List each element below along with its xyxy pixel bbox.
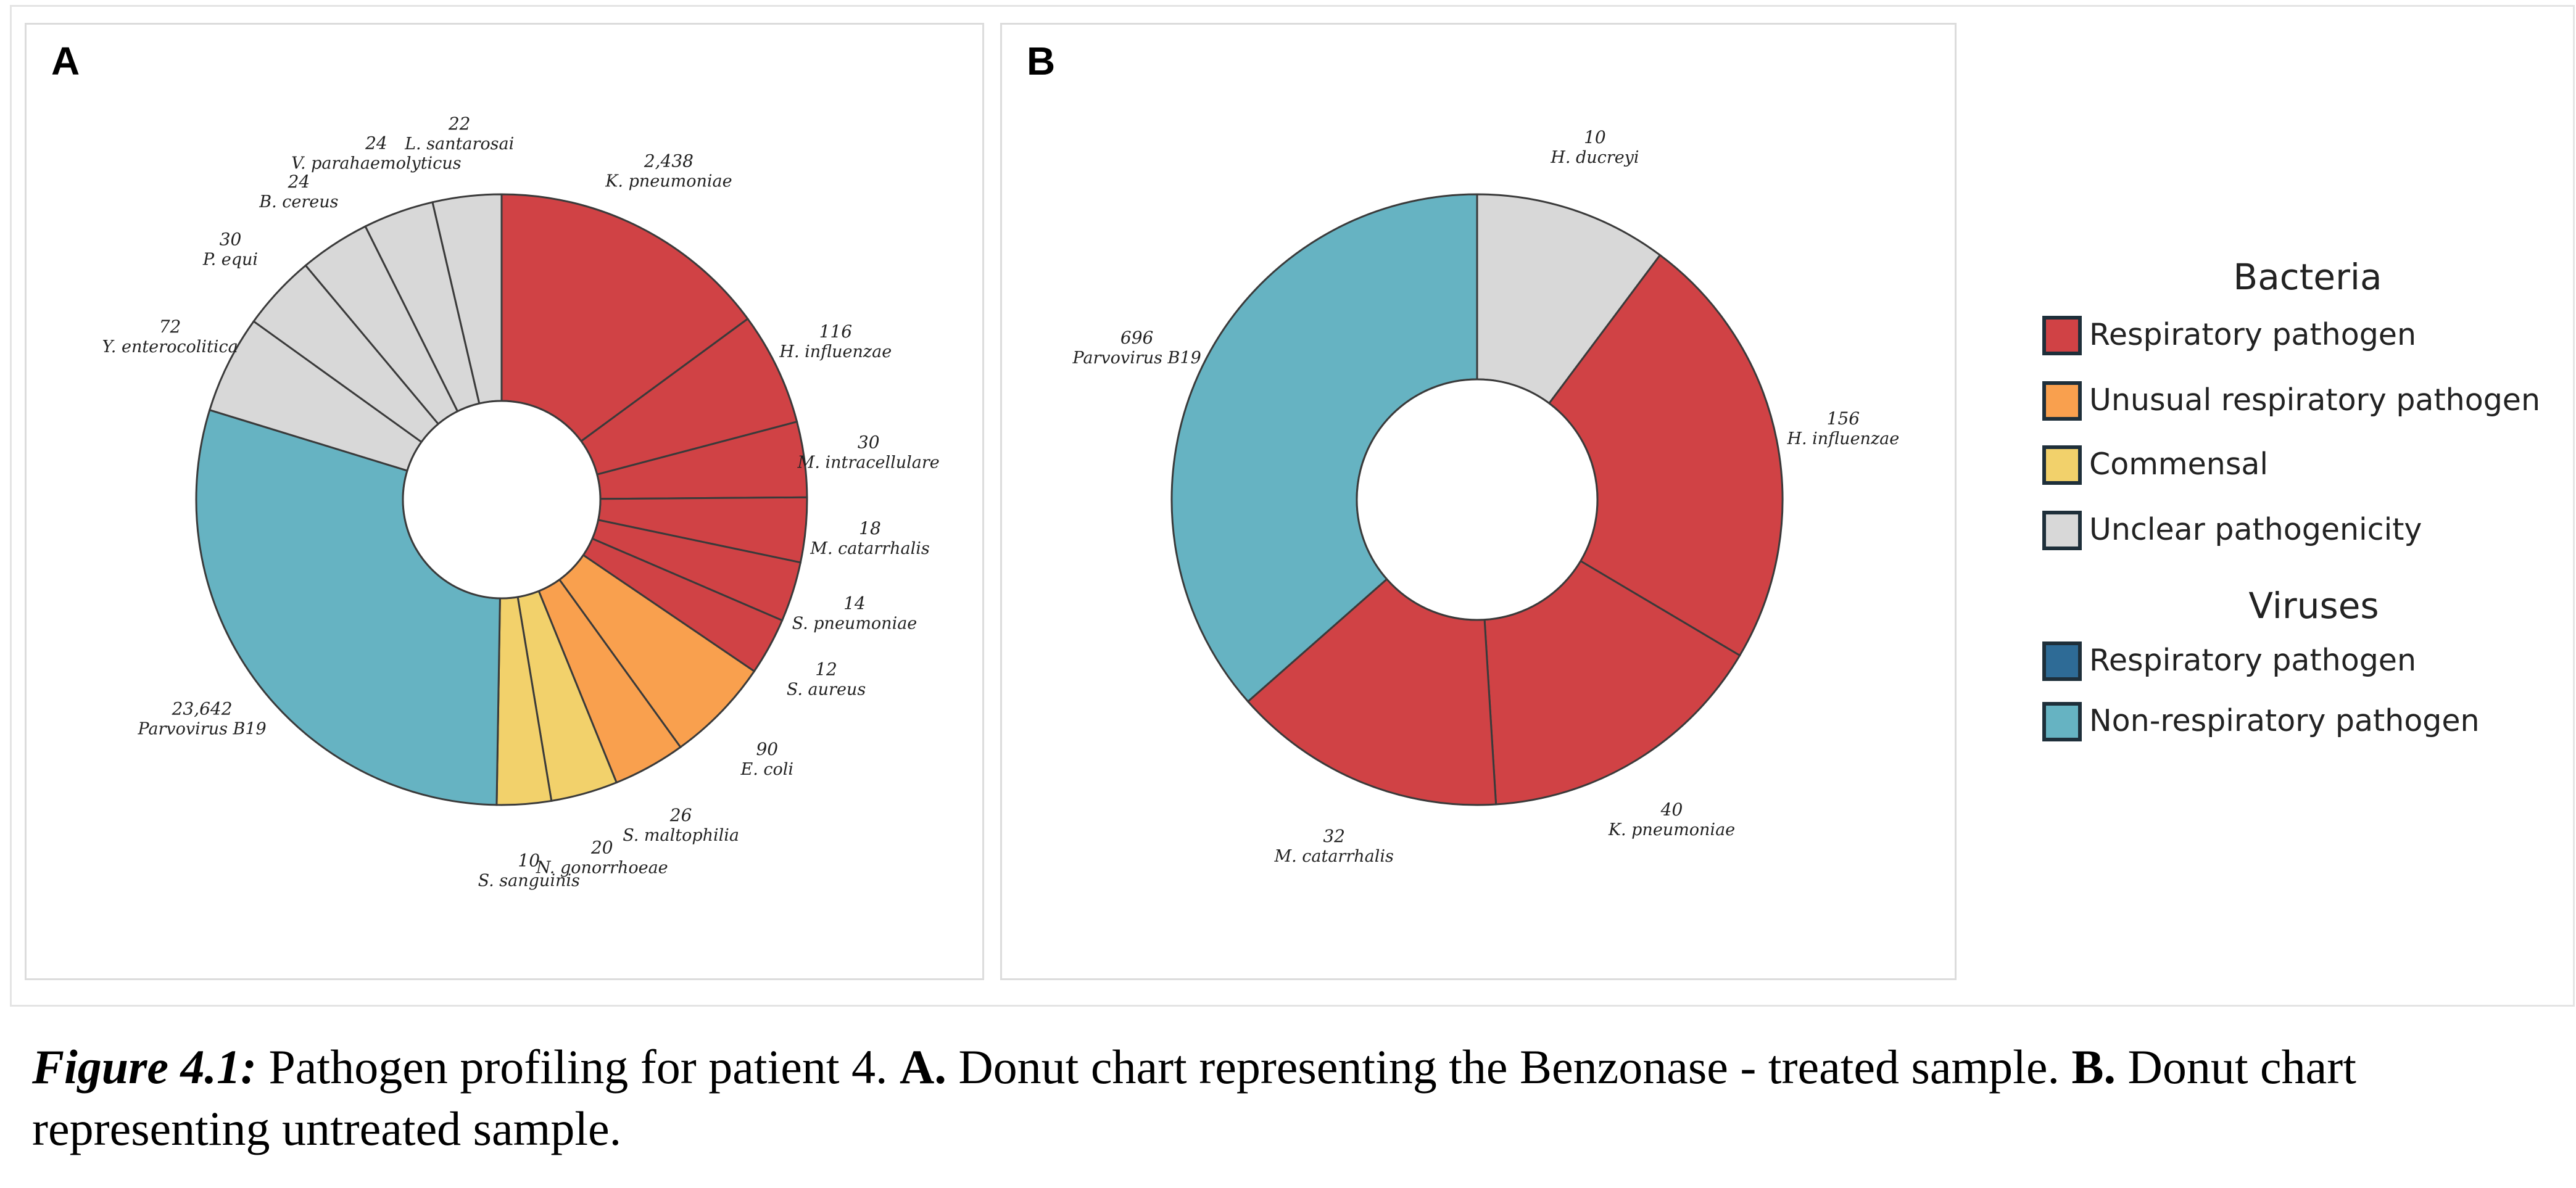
legend-label: Respiratory pathogen xyxy=(2089,643,2417,678)
legend-label: Unclear pathogenicity xyxy=(2089,512,2422,547)
slice-value-label: 10 xyxy=(1584,127,1606,147)
slice-value-label: 26 xyxy=(669,805,692,825)
legend-label: Non-respiratory pathogen xyxy=(2089,703,2480,738)
legend-bacteria-heading: Bacteria xyxy=(2233,256,2382,298)
slice-name-label: Parvovirus B19 xyxy=(137,720,266,739)
slice-name-label: P. equi xyxy=(202,250,258,270)
slice-name-label: N. gonorrhoeae xyxy=(536,858,668,877)
legend-viruses-heading: Viruses xyxy=(2248,585,2379,627)
legend-label: Unusual respiratory pathogen xyxy=(2089,382,2541,418)
slice-name-label: K. pneumoniae xyxy=(1608,820,1735,839)
caption-text: Pathogen profiling for patient 4. xyxy=(257,1040,900,1094)
slice-value-label: 30 xyxy=(858,432,880,453)
slice-value-label: 18 xyxy=(859,518,881,538)
slice-value-label: 24 xyxy=(365,133,387,153)
panel-b-letter: B xyxy=(1027,39,1056,83)
slice-name-label: S. pneumoniae xyxy=(792,614,917,633)
slice-name-label: M. catarrhalis xyxy=(810,539,929,558)
slice-value-label: 10 xyxy=(518,850,540,870)
slice-value-label: 696 xyxy=(1120,328,1153,348)
slice-name-label: V. parahaemolyticus xyxy=(291,154,461,173)
slice-name-label: B. cereus xyxy=(259,192,338,212)
slice-name-label: H. ducreyi xyxy=(1550,148,1639,167)
legend-label: Respiratory pathogen xyxy=(2089,317,2417,352)
slice-value-label: 14 xyxy=(843,593,866,613)
caption-panel-a-label: A. xyxy=(900,1040,946,1094)
slice-value-label: 24 xyxy=(288,171,310,192)
caption-panel-b-label: B. xyxy=(2071,1040,2116,1094)
slice-name-label: S. aureus xyxy=(787,680,866,699)
slice-value-label: 30 xyxy=(220,229,242,250)
donut-hole xyxy=(1356,378,1599,621)
slice-name-label: H. influenzae xyxy=(1786,429,1899,448)
slice-name-label: M. intracellulare xyxy=(797,453,940,472)
slice-name-label: Parvovirus B19 xyxy=(1072,349,1201,368)
slice-value-label: 23,642 xyxy=(172,699,233,719)
slice-value-label: 156 xyxy=(1827,408,1860,429)
slice-name-label: M. catarrhalis xyxy=(1274,847,1393,866)
legend-swatch xyxy=(2042,316,2082,355)
legend-label: Commensal xyxy=(2089,447,2269,482)
slice-value-label: 2,438 xyxy=(644,151,694,171)
slice-name-label: L. santarosai xyxy=(404,134,514,154)
panel-a: A 2,438 K. pneumoniae 116 H. influenzae 30 M.… xyxy=(25,23,984,980)
legend: Bacteria Respiratory pathogen Unusual re… xyxy=(2036,247,2567,777)
slice-value-label: 12 xyxy=(815,659,837,680)
slice-name-label: Y. enterocolitica xyxy=(102,337,238,357)
slice-name-label: H. influenzae xyxy=(779,342,892,361)
caption-figure-label: Figure 4.1: xyxy=(32,1040,257,1094)
slice-value-label: 40 xyxy=(1660,799,1683,820)
slice-value-label: 72 xyxy=(159,316,181,337)
slice-name-label: E. coli xyxy=(740,760,794,779)
slice-value-label: 116 xyxy=(819,321,852,342)
slice-name-label: S. sanguinis xyxy=(478,871,580,890)
panel-a-letter: A xyxy=(51,39,80,83)
donut-hole xyxy=(402,400,602,600)
legend-swatch xyxy=(2042,381,2082,421)
legend-swatch xyxy=(2042,702,2082,741)
slice-value-label: 32 xyxy=(1323,826,1345,846)
caption-text: Donut chart representing untreated sampl… xyxy=(32,1040,2356,1155)
slice-name-label: K. pneumoniae xyxy=(605,172,732,191)
slice-name-label: S. maltophilia xyxy=(623,826,739,845)
legend-swatch xyxy=(2042,445,2082,485)
legend-swatch xyxy=(2042,511,2082,550)
slice-value-label: 90 xyxy=(756,739,778,759)
slice-value-label: 20 xyxy=(590,837,613,857)
figure-caption: Figure 4.1: Pathogen profiling for patie… xyxy=(32,1036,2549,1160)
panel-b: B 10 H. ducreyi 156 H. influenzae 40 K. pneum… xyxy=(1000,23,1957,980)
legend-swatch xyxy=(2042,641,2082,681)
caption-text: Donut chart representing the Benzonase -… xyxy=(946,1040,2072,1094)
slice-value-label: 22 xyxy=(448,113,471,134)
